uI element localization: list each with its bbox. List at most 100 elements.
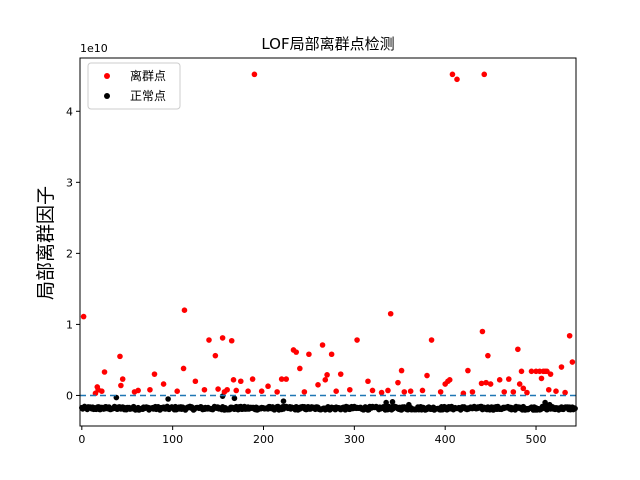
outlier-point xyxy=(258,388,265,394)
outlier-point xyxy=(524,389,530,396)
outlier-point xyxy=(219,335,226,341)
y-axis-label: 局部离群因子 xyxy=(35,186,57,300)
outlier-point xyxy=(297,365,303,372)
outlier-point xyxy=(566,332,573,339)
outlier-point xyxy=(119,376,126,382)
outlier-point xyxy=(398,367,405,374)
axes: 0 100 200 300 400 500 0 1 2 3 4 xyxy=(66,57,577,446)
normal-point xyxy=(383,399,389,406)
outlier-point xyxy=(387,310,394,317)
legend-marker-outliers xyxy=(104,73,110,79)
outlier-point xyxy=(337,371,344,377)
plot-area xyxy=(79,71,578,413)
outlier-point xyxy=(501,389,508,395)
outlier-point xyxy=(347,386,353,393)
outlier-point xyxy=(249,376,256,382)
outlier-point xyxy=(428,337,435,343)
outlier-point xyxy=(206,337,212,343)
outlier-point xyxy=(437,389,444,395)
outlier-point xyxy=(237,378,244,385)
normal-point xyxy=(542,399,548,406)
outlier-point xyxy=(333,388,339,394)
outlier-point xyxy=(201,386,208,393)
x-tick-label: 300 xyxy=(344,433,365,446)
outlier-point xyxy=(192,378,199,385)
outlier-point xyxy=(465,367,471,374)
outlier-point xyxy=(449,71,456,78)
outlier-point xyxy=(278,376,285,382)
outlier-point xyxy=(538,375,545,382)
y-tick-label: 2 xyxy=(66,247,73,260)
outlier-point xyxy=(515,346,521,353)
outlier-point xyxy=(516,381,523,387)
outlier-point xyxy=(545,386,552,393)
outlier-point xyxy=(479,328,486,335)
outlier-point xyxy=(224,386,230,393)
x-tick-label: 0 xyxy=(78,433,85,446)
axes-frame xyxy=(79,57,577,427)
outlier-point xyxy=(385,387,391,394)
outlier-point xyxy=(365,378,371,385)
legend-marker-normal xyxy=(104,93,110,99)
outlier-point xyxy=(181,307,188,314)
x-tick-label: 400 xyxy=(435,433,456,446)
outlier-point xyxy=(265,383,271,390)
outlier-point xyxy=(230,377,237,383)
outlier-point xyxy=(446,377,453,383)
normal-point xyxy=(231,395,238,402)
legend-box xyxy=(87,62,181,110)
outlier-point xyxy=(245,388,251,394)
legend-label-normal: 正常点 xyxy=(130,89,166,103)
outlier-point xyxy=(251,71,258,78)
outlier-point xyxy=(569,359,576,365)
outlier-point xyxy=(135,387,141,394)
outlier-point xyxy=(478,380,485,387)
outlier-point xyxy=(424,372,430,379)
outlier-point xyxy=(274,389,280,395)
outlier-point xyxy=(301,389,308,395)
outlier-point xyxy=(180,365,187,372)
normal-point xyxy=(389,399,396,405)
outlier-point xyxy=(369,387,376,394)
outlier-point xyxy=(147,386,153,393)
outlier-point xyxy=(101,369,108,375)
outlier-point xyxy=(319,342,326,348)
outlier-point xyxy=(407,388,414,394)
outlier-point xyxy=(151,371,158,377)
legend: 离群点 正常点 xyxy=(87,62,181,110)
outlier-point xyxy=(99,388,105,394)
x-tick-label: 100 xyxy=(162,433,183,446)
normal-point xyxy=(406,401,412,408)
outlier-point xyxy=(553,388,559,394)
y-tick-label: 1 xyxy=(66,318,73,331)
x-tick-label: 500 xyxy=(526,433,547,446)
y-multiplier-label: 1e10 xyxy=(80,42,108,55)
legend-label-outliers: 离群点 xyxy=(130,68,166,83)
outlier-point xyxy=(485,352,491,359)
y-tick-label: 4 xyxy=(66,105,73,118)
y-tick-label: 3 xyxy=(66,176,73,189)
outlier-point xyxy=(160,381,167,387)
outlier-point xyxy=(454,76,460,83)
outlier-point xyxy=(283,376,290,382)
outlier-point xyxy=(558,364,565,370)
outlier-point xyxy=(505,376,512,382)
outlier-point xyxy=(483,379,489,386)
outlier-point xyxy=(315,382,321,388)
outlier-point xyxy=(510,389,517,395)
outlier-point xyxy=(401,389,408,395)
outlier-point xyxy=(117,353,123,360)
outlier-point xyxy=(528,368,535,375)
normal-point xyxy=(572,405,578,412)
outlier-point xyxy=(174,388,180,394)
outlier-point xyxy=(215,386,221,392)
outlier-point xyxy=(328,351,335,358)
outlier-point xyxy=(233,387,240,394)
outlier-point xyxy=(354,337,360,343)
outlier-point xyxy=(469,389,476,395)
normal-point xyxy=(280,398,287,404)
outlier-point xyxy=(395,379,401,386)
outlier-point xyxy=(496,377,503,383)
outlier-point xyxy=(80,313,87,320)
